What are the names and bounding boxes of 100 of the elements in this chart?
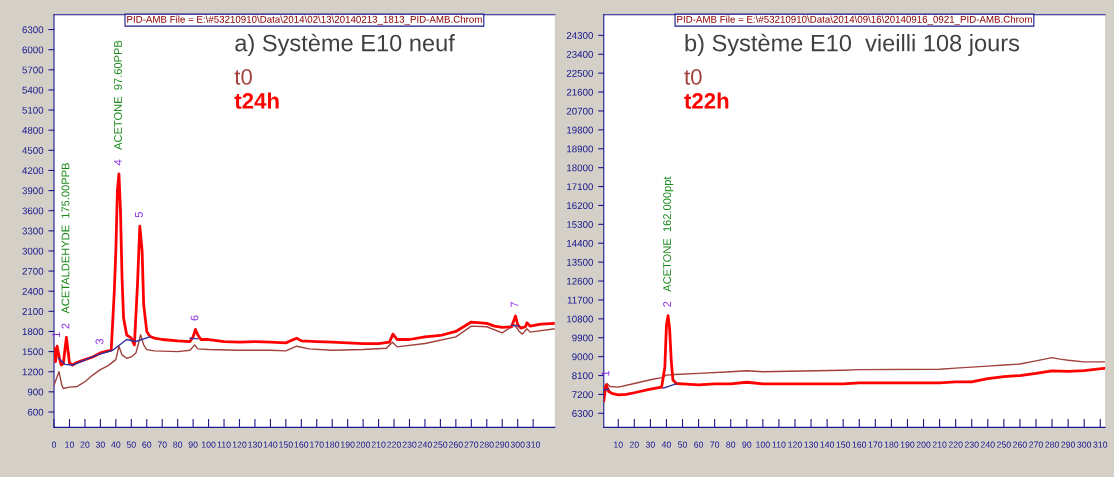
annotation: 2: [61, 323, 70, 329]
x-tick-label: 210: [932, 441, 947, 448]
x-tick-label: 40: [661, 441, 671, 448]
annotation: ACETALDEHYDE 175.00PPB: [61, 163, 70, 314]
y-tick-label: 6000: [22, 46, 44, 54]
y-tick-label: 11700: [567, 296, 593, 304]
y-tick-label: 6300: [572, 410, 593, 417]
y-tick-label: 22500: [566, 69, 593, 77]
y-tick-label: 900: [27, 388, 44, 396]
y-tick-label: 10800: [567, 315, 593, 323]
x-tick-label: 120: [788, 441, 802, 448]
x-tick-label: 190: [900, 441, 915, 448]
y-tick-label: 5400: [22, 86, 44, 94]
x-tick-label: 140: [820, 441, 835, 448]
y-tick-label: 3900: [22, 187, 44, 195]
text: t24h: [234, 92, 279, 109]
text: t22h: [684, 92, 729, 109]
x-tick-label: 110: [217, 441, 231, 448]
x-tick-label: 10: [614, 441, 623, 448]
y-tick-label: 1800: [22, 328, 44, 336]
y-tick-label: 18000: [567, 164, 593, 172]
x-tick-label: 190: [341, 441, 355, 448]
text: b) Système E10 vieilli 108 jours: [685, 33, 1020, 57]
x-tick-label: 250: [433, 441, 448, 448]
annotation: 2: [663, 301, 671, 307]
x-tick-label: 170: [868, 441, 883, 448]
annotation: 1: [52, 332, 60, 338]
x-tick-label: 310: [1093, 441, 1108, 448]
y-tick-label: 600: [27, 408, 44, 416]
x-tick-label: 100: [756, 441, 770, 448]
x-tick-label: 240: [418, 441, 432, 448]
x-tick-label: 80: [726, 441, 736, 448]
annotation: 6: [190, 315, 199, 321]
y-tick-label: 9000: [572, 353, 593, 361]
x-tick-label: 280: [479, 441, 494, 448]
y-tick-label: 1500: [22, 348, 44, 356]
y-tick-label: 9900: [572, 334, 593, 342]
x-tick-label: 90: [742, 441, 752, 448]
annotation: 7: [510, 302, 519, 308]
x-tick-label: 310: [526, 441, 541, 448]
x-tick-label: 10: [65, 441, 75, 448]
x-tick-label: 300: [510, 441, 525, 448]
y-tick-label: 3600: [22, 207, 44, 215]
x-tick-label: 160: [852, 441, 867, 448]
x-tick-label: 70: [157, 441, 167, 448]
text: a) Système E10 neuf: [235, 33, 455, 57]
x-tick-label: 250: [997, 441, 1011, 448]
x-tick-label: 290: [1061, 441, 1076, 448]
annotation: 5: [135, 212, 143, 218]
x-tick-label: 270: [1029, 441, 1043, 448]
x-tick-label: 50: [678, 441, 688, 448]
annotation: 1: [601, 371, 610, 376]
x-tick-label: 260: [1013, 441, 1027, 448]
line-series: [603, 356, 1106, 389]
chart-subtitle: PID-AMB File = E:\#53210910\Data\2014\09\16\20140916_0921_PID-AMB.Chrom: [677, 15, 1032, 25]
annotation: ACETONE 97.60PPB: [114, 40, 122, 150]
x-tick-label: 200: [356, 441, 371, 448]
x-tick-label: 110: [772, 441, 786, 448]
x-tick-label: 210: [371, 441, 386, 448]
y-tick-label: 1200: [22, 368, 44, 376]
y-tick-label: 19800: [567, 126, 593, 134]
y-tick-label: 20700: [566, 107, 593, 115]
annotation: 3: [95, 338, 104, 345]
x-tick-label: 50: [126, 441, 136, 448]
x-tick-label: 300: [1077, 441, 1092, 448]
y-tick-label: 5100: [22, 106, 44, 114]
x-tick-label: 180: [884, 441, 899, 448]
annotation: 4: [114, 159, 122, 166]
x-tick-label: 60: [142, 441, 152, 448]
x-tick-label: 20: [80, 441, 90, 448]
y-tick-label: 17100: [567, 183, 593, 191]
text: t0: [684, 69, 702, 85]
x-tick-label: 30: [95, 441, 105, 448]
y-tick-label: 14400: [567, 239, 593, 247]
line-series: [54, 324, 555, 390]
x-tick-label: 120: [232, 441, 247, 448]
x-tick-label: 130: [248, 441, 262, 448]
x-tick-label: 230: [964, 441, 979, 448]
x-tick-label: 130: [804, 441, 819, 448]
x-tick-label: 100: [201, 441, 216, 448]
y-tick-label: 4800: [22, 126, 44, 134]
y-tick-label: 21600: [566, 88, 593, 96]
x-tick-label: 150: [279, 441, 293, 448]
annotation: ACETONE 162.000ppt: [663, 176, 674, 292]
x-tick-label: 30: [645, 441, 655, 448]
line-series: [603, 314, 1106, 403]
x-tick-label: 150: [836, 441, 851, 448]
y-tick-label: 6300: [22, 26, 44, 34]
x-tick-label: 20: [629, 441, 639, 448]
y-tick-label: 18900: [567, 145, 593, 153]
y-tick-label: 12600: [567, 277, 593, 285]
x-tick-label: 240: [980, 441, 995, 448]
y-tick-label: 4200: [22, 167, 44, 175]
x-tick-label: 160: [294, 441, 309, 448]
x-tick-label: 180: [325, 441, 340, 448]
x-tick-label: 170: [310, 441, 324, 448]
x-tick-label: 90: [188, 441, 198, 448]
x-tick-label: 200: [916, 441, 931, 448]
y-tick-label: 8100: [572, 372, 593, 380]
y-tick-label: 5700: [22, 66, 44, 74]
